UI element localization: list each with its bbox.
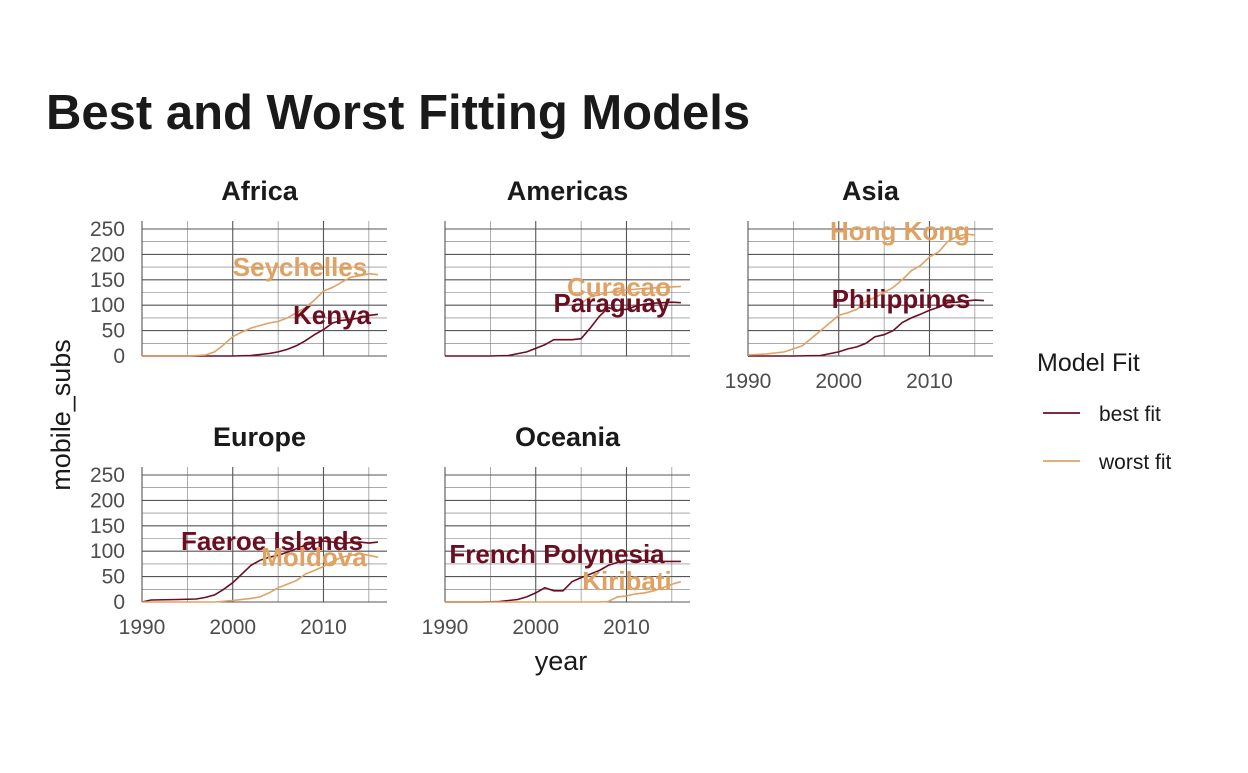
series-label-best-fit: Paraguay bbox=[553, 288, 671, 318]
y-tick-label: 50 bbox=[102, 320, 125, 343]
y-tick-label: 250 bbox=[90, 218, 125, 241]
facet-panel-oceania: Oceania 1990 2000 2010 French PolynesiaKirib… bbox=[422, 422, 690, 639]
series-line-best-fit bbox=[748, 299, 984, 357]
facet-title: Europe bbox=[213, 422, 306, 452]
y-tick-label: 150 bbox=[90, 269, 125, 292]
series-label-worst-fit: Kiribati bbox=[582, 566, 672, 596]
series-line-worst-fit bbox=[142, 272, 378, 357]
series-line-best-fit bbox=[142, 313, 378, 357]
y-tick-label: 150 bbox=[90, 515, 125, 538]
x-tick-label: 1990 bbox=[725, 370, 772, 393]
facet-panel-asia: Asia 1990 2000 2010 Philippines Hong Kong bbox=[725, 176, 993, 393]
series-line-best-fit bbox=[445, 559, 681, 603]
facet-title: Americas bbox=[507, 176, 629, 206]
y-tick-label: 50 bbox=[102, 566, 125, 589]
series-line-best-fit bbox=[141, 540, 378, 603]
series-line-worst-fit bbox=[445, 580, 682, 603]
x-tick-label: 2010 bbox=[300, 616, 347, 639]
facet-title: Oceania bbox=[515, 422, 621, 452]
legend-title: Model Fit bbox=[1037, 349, 1140, 377]
facet-title: Asia bbox=[842, 176, 900, 206]
y-tick-label: 100 bbox=[90, 540, 125, 563]
chart-title: Best and Worst Fitting Models bbox=[46, 86, 750, 140]
x-tick-label: 2000 bbox=[512, 616, 559, 639]
legend: Model Fit best fit worst fit bbox=[1037, 349, 1172, 474]
y-tick-label: 200 bbox=[90, 243, 125, 266]
series-label-worst-fit: Moldova bbox=[261, 542, 367, 572]
series-label-best-fit: Faeroe Islands bbox=[181, 526, 363, 556]
series-label-worst-fit: Seychelles bbox=[233, 252, 367, 282]
x-tick-label: 1990 bbox=[119, 616, 166, 639]
facet-title: Africa bbox=[221, 176, 299, 206]
y-tick-label: 200 bbox=[90, 489, 125, 512]
legend-label: best fit bbox=[1099, 403, 1161, 426]
y-tick-label: 0 bbox=[113, 591, 125, 614]
series-line-worst-fit bbox=[580, 285, 681, 304]
series-label-worst-fit: Curacao bbox=[567, 272, 671, 302]
y-tick-label: 250 bbox=[90, 464, 125, 487]
y-axis-title: mobile_subs bbox=[46, 339, 76, 491]
series-line-worst-fit bbox=[747, 233, 975, 356]
x-axis-title: year bbox=[535, 646, 588, 676]
series-line-worst-fit bbox=[142, 552, 379, 603]
y-tick-label: 100 bbox=[90, 294, 125, 317]
x-tick-label: 2000 bbox=[209, 616, 256, 639]
legend-label: worst fit bbox=[1098, 451, 1172, 474]
y-tick-label: 0 bbox=[113, 345, 125, 368]
series-label-best-fit: Philippines bbox=[832, 284, 971, 314]
x-tick-label: 1990 bbox=[422, 616, 469, 639]
series-line-best-fit bbox=[445, 301, 681, 357]
x-tick-label: 2010 bbox=[603, 616, 650, 639]
series-label-best-fit: French Polynesia bbox=[449, 539, 665, 569]
x-tick-label: 2010 bbox=[906, 370, 953, 393]
series-label-worst-fit: Hong Kong bbox=[830, 216, 970, 246]
x-tick-label: 2000 bbox=[815, 370, 862, 393]
series-label-best-fit: Kenya bbox=[293, 300, 372, 330]
